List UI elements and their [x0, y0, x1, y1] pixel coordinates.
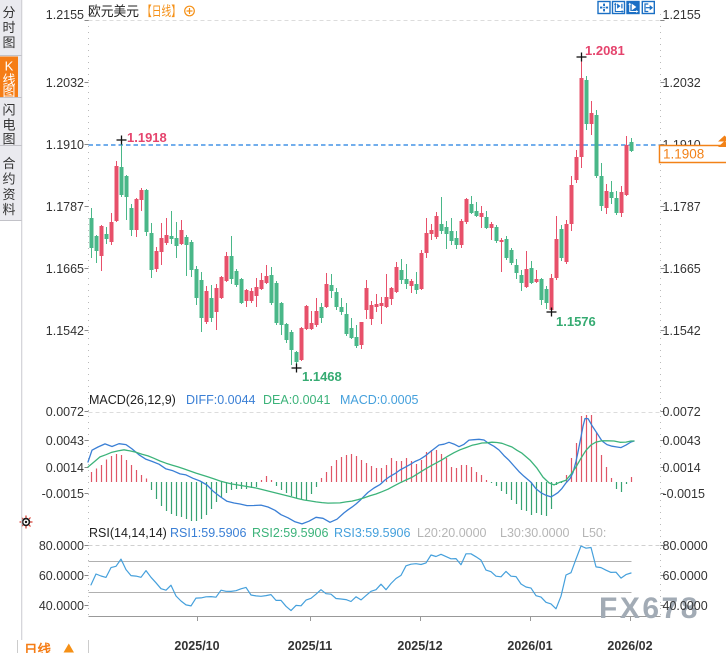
svg-text:40.0000: 40.0000: [39, 599, 84, 613]
svg-text:80.0000: 80.0000: [39, 539, 84, 553]
svg-text:1.1918: 1.1918: [127, 130, 167, 145]
svg-text:1.2155: 1.2155: [663, 8, 701, 22]
svg-text:2025/10: 2025/10: [174, 639, 219, 653]
svg-text:闪: 闪: [2, 103, 15, 118]
svg-text:【日线】: 【日线】: [142, 4, 181, 19]
svg-text:0.0072: 0.0072: [663, 405, 701, 419]
svg-text:料: 料: [2, 202, 15, 217]
svg-text:2026/01: 2026/01: [507, 639, 552, 653]
svg-text:1.1542: 1.1542: [46, 324, 84, 338]
svg-text:L50:: L50:: [582, 526, 606, 540]
svg-text:-0.0015: -0.0015: [42, 487, 84, 501]
svg-text:图: 图: [2, 132, 15, 147]
svg-text:0.0014: 0.0014: [46, 461, 84, 475]
svg-text:1.1542: 1.1542: [663, 324, 701, 338]
svg-text:FX678: FX678: [599, 592, 700, 625]
svg-text:日线: 日线: [24, 642, 51, 653]
svg-text:1.1665: 1.1665: [663, 262, 701, 276]
svg-text:DIFF:0.0044: DIFF:0.0044: [186, 393, 256, 407]
svg-text:DEA:0.0041: DEA:0.0041: [263, 393, 330, 407]
svg-text:欧元美元: 欧元美元: [88, 4, 139, 19]
svg-text:1.1468: 1.1468: [302, 369, 342, 384]
svg-text:2025/12: 2025/12: [397, 639, 442, 653]
svg-text:2025/11: 2025/11: [288, 639, 333, 653]
svg-text:1.2032: 1.2032: [46, 76, 84, 90]
svg-text:RSI3:59.5906: RSI3:59.5906: [334, 526, 410, 540]
svg-text:图: 图: [2, 84, 15, 99]
svg-text:0.0043: 0.0043: [663, 434, 701, 448]
svg-text:L30:30.0000: L30:30.0000: [500, 526, 570, 540]
svg-text:MACD(26,12,9): MACD(26,12,9): [89, 393, 176, 407]
svg-text:图: 图: [2, 35, 15, 50]
svg-text:1.1576: 1.1576: [556, 314, 596, 329]
svg-text:K: K: [5, 59, 14, 74]
svg-text:RSI2:59.5906: RSI2:59.5906: [252, 526, 328, 540]
svg-text:1.2155: 1.2155: [46, 8, 84, 22]
svg-text:40.0000: 40.0000: [663, 599, 708, 613]
svg-text:80.0000: 80.0000: [663, 539, 708, 553]
svg-text:合: 合: [2, 156, 15, 171]
svg-text:RSI1:59.5906: RSI1:59.5906: [170, 526, 246, 540]
svg-text:0.0043: 0.0043: [46, 434, 84, 448]
svg-text:2026/02: 2026/02: [607, 639, 652, 653]
svg-text:1.2081: 1.2081: [585, 43, 625, 58]
svg-text:-0.0015: -0.0015: [663, 487, 705, 501]
svg-text:60.0000: 60.0000: [663, 569, 708, 583]
svg-text:0.0014: 0.0014: [663, 461, 701, 475]
svg-text:RSI(14,14,14): RSI(14,14,14): [89, 526, 167, 540]
svg-text:时: 时: [2, 20, 15, 35]
svg-text:电: 电: [2, 118, 15, 133]
svg-text:线: 线: [2, 73, 15, 88]
svg-text:资: 资: [2, 187, 15, 202]
svg-text:1.1787: 1.1787: [663, 200, 701, 214]
svg-text:分: 分: [2, 5, 15, 20]
svg-text:1.1910: 1.1910: [46, 138, 84, 152]
svg-text:1.2032: 1.2032: [663, 76, 701, 90]
svg-text:L20:20.0000: L20:20.0000: [417, 526, 487, 540]
svg-text:约: 约: [2, 172, 15, 187]
svg-text:60.0000: 60.0000: [39, 569, 84, 583]
svg-text:0.0072: 0.0072: [46, 405, 84, 419]
svg-text:1.1787: 1.1787: [46, 200, 84, 214]
svg-text:MACD:0.0005: MACD:0.0005: [340, 393, 419, 407]
svg-text:1.1665: 1.1665: [46, 262, 84, 276]
svg-text:1.1908: 1.1908: [663, 147, 704, 162]
